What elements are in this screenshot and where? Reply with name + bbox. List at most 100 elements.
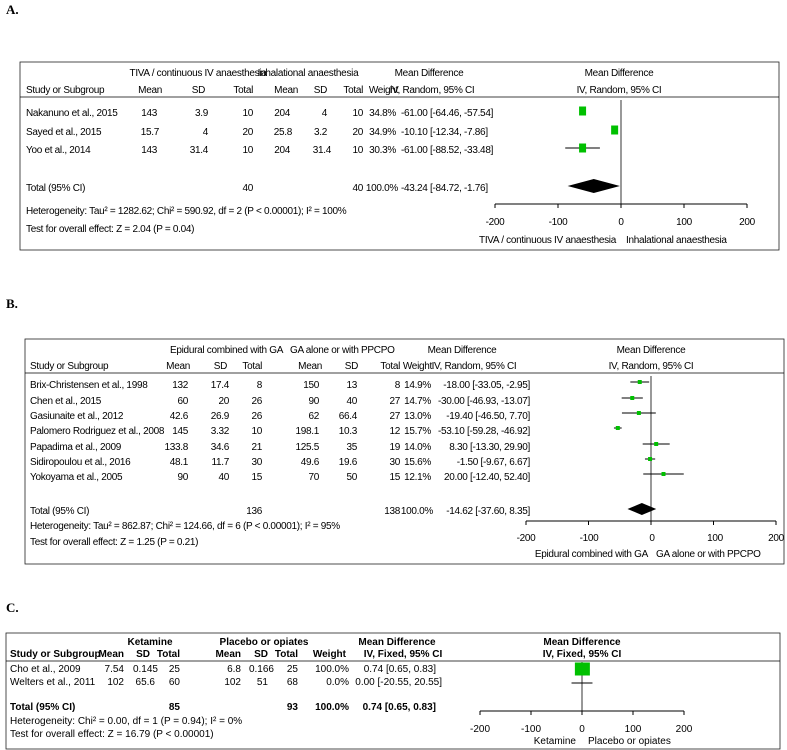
e-sd: 17.4 — [210, 380, 230, 391]
c-sd: 10.3 — [338, 426, 358, 437]
weight: 13.0% — [404, 411, 431, 422]
c-total: 27 — [389, 411, 400, 422]
total-ci-text: -14.62 [-37.60, 8.35] — [446, 506, 530, 517]
heterogeneity: Heterogeneity: Tau² = 862.87; Chi² = 124… — [30, 521, 340, 532]
col-study: Study or Subgroup — [30, 361, 109, 372]
pooled-diamond — [627, 503, 657, 515]
e-mean: 48.1 — [169, 457, 189, 468]
c-mean: 204 — [274, 145, 290, 156]
md-header: Mean Difference — [358, 637, 436, 648]
c-total: 27 — [389, 396, 400, 407]
col-e-total: Total — [242, 361, 262, 372]
col-c-mean: Mean — [298, 361, 322, 372]
c-mean: 62 — [308, 411, 319, 422]
e-sd: 3.32 — [210, 426, 230, 437]
panel-c-label: C. — [6, 600, 19, 615]
effect-marker — [574, 662, 590, 676]
effect-marker — [654, 442, 659, 446]
col-md-method: IV, Random, 95% CI — [389, 85, 475, 96]
e-total: 8 — [256, 380, 263, 391]
c-sd: 31.4 — [312, 145, 332, 156]
total-weight: 100.0% — [365, 183, 398, 194]
col-e-mean: Mean — [166, 361, 190, 372]
effect-marker — [630, 396, 635, 400]
e-total: 26 — [251, 396, 262, 407]
tick-label: -200 — [485, 217, 505, 228]
ci-text: -10.10 [-12.34, -7.86] — [401, 127, 488, 138]
tick-label: -200 — [469, 724, 491, 735]
experimental-group-header: TIVA / continuous IV anaesthesia — [129, 68, 267, 79]
tick-label: 100 — [624, 724, 642, 735]
col-md-plot-method: IV, Random, 95% CI — [576, 85, 662, 96]
e-sd: 40 — [218, 472, 229, 483]
favours-left: TIVA / continuous IV anaesthesia — [479, 235, 616, 246]
effect-marker — [636, 411, 641, 415]
favours-left: Ketamine — [533, 736, 576, 747]
md-plot-header: Mean Difference — [543, 637, 621, 648]
col-c-mean: Mean — [215, 649, 241, 660]
favours-left: Epidural combined with GA — [534, 549, 648, 560]
overall-effect: Test for overall effect: Z = 16.79 (P < … — [10, 729, 214, 740]
effect-marker — [579, 106, 587, 116]
col-e-mean: Mean — [138, 85, 162, 96]
ci-text: -19.40 [-46.50, 7.70] — [446, 411, 530, 422]
col-c-sd: SD — [313, 85, 328, 96]
ci-text: -61.00 [-64.46, -57.54] — [401, 108, 494, 119]
overall-effect: Test for overall effect: Z = 1.25 (P = 0… — [30, 537, 199, 548]
e-sd: 3.9 — [194, 108, 208, 119]
tick-label: 200 — [768, 533, 784, 544]
e-mean: 102 — [107, 677, 124, 688]
e-mean: 143 — [141, 145, 157, 156]
e-sd: 20 — [218, 396, 229, 407]
col-weight: Weight — [312, 649, 346, 660]
tick-label: 0 — [579, 724, 585, 735]
c-mean: 25.8 — [273, 127, 293, 138]
e-total: 60 — [168, 677, 180, 688]
col-e-sd: SD — [136, 649, 150, 660]
ci-text: -1.50 [-9.67, 6.67] — [456, 457, 531, 468]
tick-label: 200 — [675, 724, 693, 735]
col-study: Study or Subgroup — [10, 649, 101, 660]
c-mean: 6.8 — [227, 664, 241, 675]
e-sd: 26.9 — [210, 411, 230, 422]
control-group-header: Inhalational anaesthesia — [257, 68, 359, 79]
weight: 12.1% — [404, 472, 431, 483]
c-sd: 13 — [346, 380, 357, 391]
col-e-mean: Mean — [98, 649, 124, 660]
weight: 30.3% — [369, 145, 396, 156]
ci-text: -18.00 [-33.05, -2.95] — [443, 380, 530, 391]
effect-marker — [648, 457, 653, 461]
md-header: Mean Difference — [394, 68, 464, 79]
study-name: Nakanuno et al., 2015 — [26, 108, 118, 119]
study-name: Sidiropoulou et al., 2016 — [30, 457, 131, 468]
total-e-n: 85 — [168, 702, 180, 713]
ci-text: -53.10 [-59.28, -46.92] — [437, 426, 530, 437]
e-mean: 133.8 — [164, 442, 188, 453]
total-e-n: 136 — [246, 506, 262, 517]
col-md-plot-method: IV, Random, 95% CI — [608, 361, 694, 372]
effect-marker — [615, 426, 620, 430]
study-name: Sayed et al., 2015 — [26, 127, 102, 138]
total-c-n: 40 — [352, 183, 363, 194]
e-total: 20 — [242, 127, 253, 138]
e-sd: 65.6 — [135, 677, 155, 688]
panel-b-label: B. — [6, 296, 18, 311]
weight: 14.0% — [404, 442, 431, 453]
weight: 15.6% — [404, 457, 431, 468]
ci-text: 8.30 [-13.30, 29.90] — [449, 442, 530, 453]
study-name: Chen et al., 2015 — [30, 396, 102, 407]
e-mean: 15.7 — [140, 127, 160, 138]
tick-label: 200 — [739, 217, 755, 228]
e-total: 21 — [251, 442, 262, 453]
col-c-sd: SD — [254, 649, 268, 660]
e-mean: 42.6 — [169, 411, 189, 422]
experimental-group-header: Epidural combined with GA — [170, 345, 284, 356]
e-sd: 4 — [202, 127, 209, 138]
study-name: Welters et al., 2011 — [10, 677, 96, 688]
tick-label: 100 — [707, 533, 723, 544]
effect-marker — [637, 380, 642, 384]
weight: 14.9% — [404, 380, 431, 391]
pooled-diamond — [567, 179, 620, 193]
e-mean: 90 — [177, 472, 188, 483]
e-total: 10 — [242, 145, 253, 156]
